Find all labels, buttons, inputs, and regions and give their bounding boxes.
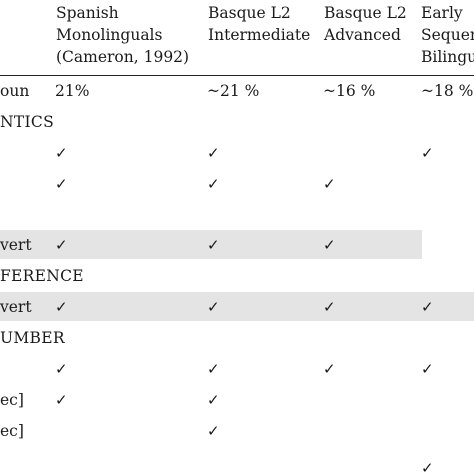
row-label-overt-1: vert	[0, 236, 32, 254]
col-header-line: Bilingu	[421, 48, 474, 66]
col-header-line: Sequen	[421, 26, 474, 44]
col-header-early-sequential: Early Sequen Bilingu	[421, 2, 474, 68]
cell-noun-early: ~18 %	[421, 82, 474, 100]
col-header-line: Basque L2	[324, 4, 407, 22]
check-num2-intermediate: ✓	[207, 391, 220, 409]
check-overt1-spanish: ✓	[55, 236, 68, 254]
check-overt1-advanced: ✓	[323, 236, 336, 254]
check-partial-bottom: ✓	[421, 459, 434, 474]
section-header-number: UMBER	[0, 329, 65, 347]
row-label-num2: ec]	[0, 391, 24, 409]
check-overt1-intermediate: ✓	[207, 236, 220, 254]
col-header-line: Monolinguals	[56, 26, 163, 44]
check-num1-intermediate: ✓	[207, 360, 220, 378]
cell-noun-advanced: ~16 %	[323, 82, 376, 100]
row-label-overt-2: vert	[0, 298, 32, 316]
check-sem2-spanish: ✓	[55, 175, 68, 193]
col-header-spanish: Spanish Monolinguals (Cameron, 1992)	[56, 2, 189, 68]
row-shade-overt-1	[0, 230, 422, 259]
section-header-reference: FERENCE	[0, 267, 84, 285]
check-sem1-early: ✓	[421, 144, 434, 162]
check-num1-advanced: ✓	[323, 360, 336, 378]
header-rule	[0, 75, 474, 76]
col-header-line: Basque L2	[208, 4, 291, 22]
check-num2-spanish: ✓	[55, 391, 68, 409]
col-header-basque-intermediate: Basque L2 Intermediate	[208, 2, 310, 46]
check-overt2-early: ✓	[421, 298, 434, 316]
check-sem1-intermediate: ✓	[207, 144, 220, 162]
col-header-line: Early	[421, 4, 463, 22]
check-num1-spanish: ✓	[55, 360, 68, 378]
row-label-num3: ec]	[0, 422, 24, 440]
check-overt2-advanced: ✓	[323, 298, 336, 316]
check-num1-early: ✓	[421, 360, 434, 378]
cell-noun-intermediate: ~21 %	[207, 82, 260, 100]
col-header-basque-advanced: Basque L2 Advanced	[324, 2, 407, 46]
check-overt2-spanish: ✓	[55, 298, 68, 316]
check-overt2-intermediate: ✓	[207, 298, 220, 316]
check-sem2-advanced: ✓	[323, 175, 336, 193]
row-label-noun: oun	[0, 82, 30, 100]
row-shade-overt-2	[0, 292, 474, 321]
col-header-line: (Cameron, 1992)	[56, 48, 190, 66]
col-header-line: Advanced	[324, 26, 401, 44]
section-header-semantics: NTICS	[0, 113, 55, 131]
check-sem2-intermediate: ✓	[207, 175, 220, 193]
check-sem1-spanish: ✓	[55, 144, 68, 162]
check-num3-intermediate: ✓	[207, 422, 220, 440]
col-header-line: Intermediate	[208, 26, 311, 44]
col-header-line: Spanish	[56, 4, 119, 22]
cell-noun-spanish: 21%	[55, 82, 90, 100]
